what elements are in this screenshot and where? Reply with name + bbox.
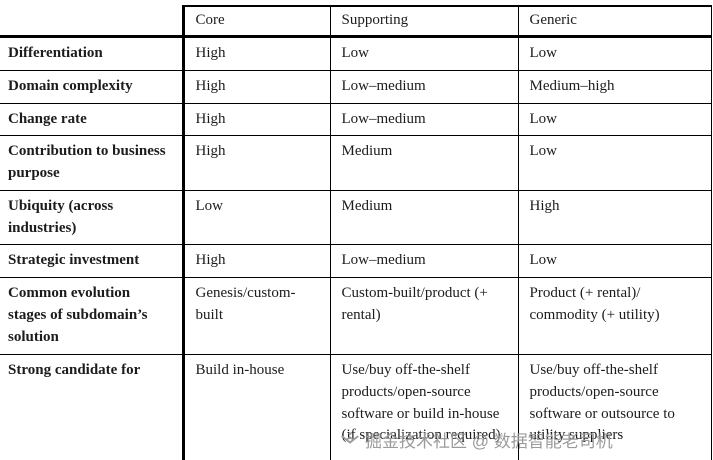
cell-core: High bbox=[182, 102, 331, 137]
cell-generic: High bbox=[517, 189, 712, 246]
row-label: Change rate bbox=[0, 102, 185, 137]
cell-supporting: Low–medium bbox=[329, 69, 519, 104]
cell-supporting: Use/buy off-the-shelf products/open-sour… bbox=[329, 354, 519, 460]
table-row: Contribution to business purpose High Me… bbox=[0, 135, 712, 191]
juejin-logo-icon bbox=[341, 431, 359, 448]
watermark-text: 掘金技术社区 @ 数据智能老司机 bbox=[365, 432, 613, 451]
table-row: Domain complexity High Low–medium Medium… bbox=[0, 69, 712, 104]
cell-generic: Low bbox=[517, 36, 712, 71]
cell-core: Genesis/custom-built bbox=[182, 277, 331, 355]
row-label: Contribution to business purpose bbox=[0, 135, 185, 191]
row-label: Strong candidate for bbox=[0, 354, 185, 460]
cell-supporting: Medium bbox=[329, 189, 519, 246]
table-row: Ubiquity (across industries) Low Medium … bbox=[0, 189, 712, 246]
row-label: Ubiquity (across industries) bbox=[0, 189, 185, 246]
cell-generic: Use/buy off-the-shelf products/open-sour… bbox=[517, 354, 712, 460]
row-label: Common evolution stages of subdomain’s s… bbox=[0, 277, 185, 355]
cell-supporting: Low–medium bbox=[329, 244, 519, 278]
table-row: Common evolution stages of subdomain’s s… bbox=[0, 277, 712, 355]
cell-generic: Product (+ rental)/ commodity (+ utility… bbox=[517, 277, 712, 355]
header-row: Core Supporting Generic bbox=[0, 5, 712, 38]
cell-core: High bbox=[182, 69, 331, 104]
cell-core: Build in-house bbox=[182, 354, 331, 460]
table-row: Strategic investment High Low–medium Low bbox=[0, 244, 712, 278]
table-row: Differentiation High Low Low bbox=[0, 36, 712, 71]
row-label: Differentiation bbox=[0, 36, 185, 71]
watermark: 掘金技术社区 @ 数据智能老司机 bbox=[341, 427, 613, 452]
corner-cell bbox=[0, 6, 185, 38]
cell-generic: Medium–high bbox=[517, 69, 712, 104]
cell-supporting: Custom-built/product (+ rental) bbox=[329, 277, 519, 355]
cell-supporting: Low–medium bbox=[329, 102, 519, 137]
subdomain-comparison-table: Core Supporting Generic Differentiation … bbox=[0, 5, 712, 460]
column-header-supporting: Supporting bbox=[329, 5, 519, 38]
table-row: Change rate High Low–medium Low bbox=[0, 102, 712, 137]
cell-core: High bbox=[182, 36, 331, 71]
cell-generic: Low bbox=[517, 244, 712, 278]
cell-supporting: Medium bbox=[329, 135, 519, 191]
cell-generic: Low bbox=[517, 135, 712, 191]
cell-core: Low bbox=[182, 189, 331, 246]
row-label: Domain complexity bbox=[0, 69, 185, 104]
row-label: Strategic investment bbox=[0, 244, 185, 278]
cell-supporting: Low bbox=[329, 36, 519, 71]
column-header-core: Core bbox=[182, 5, 331, 38]
column-header-generic: Generic bbox=[517, 5, 712, 38]
cell-generic: Low bbox=[517, 102, 712, 137]
table-row: Strong candidate for Build in-house Use/… bbox=[0, 354, 712, 460]
cell-core: High bbox=[182, 135, 331, 191]
cell-core: High bbox=[182, 244, 331, 278]
